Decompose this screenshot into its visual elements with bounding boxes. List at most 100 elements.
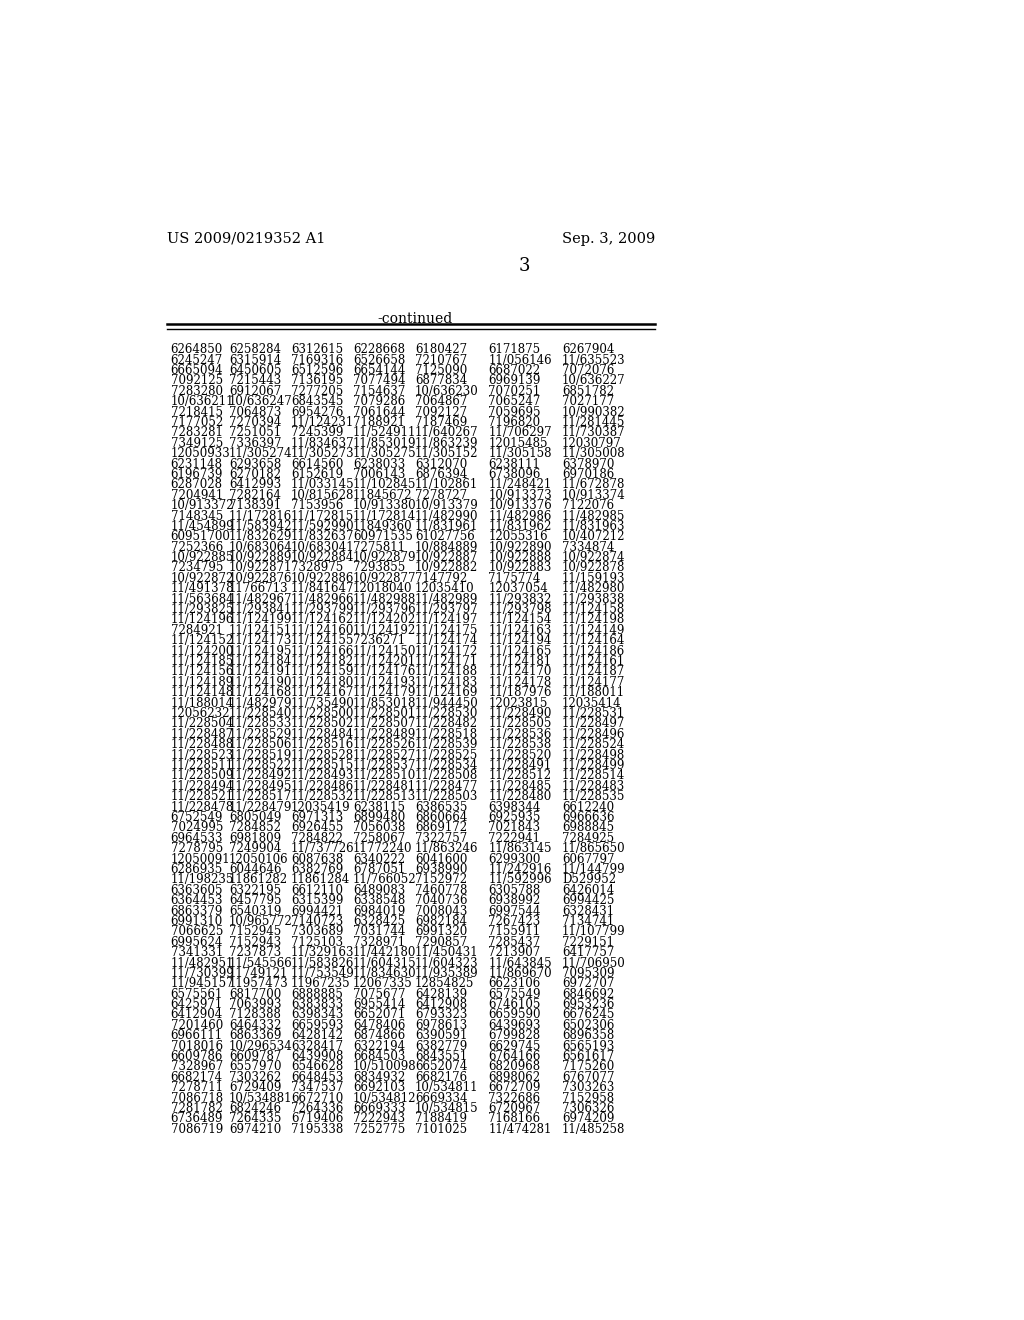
Text: 6652074: 6652074 [415, 1060, 467, 1073]
Text: 7196820: 7196820 [488, 416, 541, 429]
Text: 11/124175: 11/124175 [415, 624, 478, 636]
Text: 11/242916: 11/242916 [488, 863, 552, 876]
Text: 11/228529: 11/228529 [228, 727, 292, 741]
Text: 6398344: 6398344 [488, 800, 541, 813]
Text: 6899480: 6899480 [352, 810, 406, 824]
Text: 11/124179: 11/124179 [352, 686, 416, 700]
Text: 6654144: 6654144 [352, 364, 406, 378]
Text: 6793323: 6793323 [415, 1008, 467, 1022]
Text: 12854825: 12854825 [415, 977, 474, 990]
Text: 11/228484: 11/228484 [291, 727, 354, 741]
Text: 7283280: 7283280 [171, 385, 222, 397]
Text: 11/124159: 11/124159 [291, 665, 354, 678]
Text: 11/293825: 11/293825 [171, 603, 234, 616]
Text: 7322686: 7322686 [488, 1092, 541, 1105]
Text: 11/832629: 11/832629 [228, 531, 292, 544]
Text: 11/228519: 11/228519 [228, 748, 292, 762]
Text: 6988845: 6988845 [562, 821, 614, 834]
Text: 6614560: 6614560 [291, 458, 343, 470]
Text: 7153956: 7153956 [291, 499, 343, 512]
Text: 6171875: 6171875 [488, 343, 541, 356]
Text: 7187469: 7187469 [415, 416, 467, 429]
Text: 6270182: 6270182 [228, 469, 281, 480]
Text: 11/124164: 11/124164 [562, 635, 626, 647]
Text: 11/293832: 11/293832 [488, 593, 552, 606]
Text: 6971313: 6971313 [291, 810, 343, 824]
Text: 11/124193: 11/124193 [352, 676, 416, 689]
Text: 7328975: 7328975 [291, 561, 343, 574]
Text: 6863369: 6863369 [228, 1030, 282, 1043]
Text: Sep. 3, 2009: Sep. 3, 2009 [562, 231, 655, 246]
Text: 6398343: 6398343 [291, 1008, 343, 1022]
Text: 10/922871: 10/922871 [228, 561, 292, 574]
Text: 6817700: 6817700 [228, 987, 281, 1001]
Text: 11/228506: 11/228506 [228, 738, 292, 751]
Text: 11/604323: 11/604323 [415, 957, 478, 969]
Text: 11/124149: 11/124149 [562, 624, 626, 636]
Text: 7154637: 7154637 [352, 385, 406, 397]
Text: 10/913372: 10/913372 [171, 499, 234, 512]
Text: 6238111: 6238111 [488, 458, 541, 470]
Text: 12023815: 12023815 [488, 697, 548, 710]
Text: 10/922879: 10/922879 [352, 552, 416, 564]
Text: 6994425: 6994425 [562, 894, 614, 907]
Text: 11/124180: 11/124180 [291, 676, 354, 689]
Text: 11/329163: 11/329163 [291, 946, 354, 960]
Text: 7251051: 7251051 [228, 426, 281, 440]
Text: 7349125: 7349125 [171, 437, 223, 450]
Text: 11/228516: 11/228516 [291, 738, 354, 751]
Text: 7281782: 7281782 [171, 1102, 222, 1115]
Text: 6719406: 6719406 [291, 1113, 343, 1126]
Text: 7188921: 7188921 [352, 416, 404, 429]
Text: 11/228523: 11/228523 [171, 748, 233, 762]
Text: 7222941: 7222941 [488, 832, 541, 845]
Text: 11/124182: 11/124182 [291, 655, 354, 668]
Text: 11861282: 11861282 [228, 874, 288, 886]
Text: 7201460: 7201460 [171, 1019, 223, 1032]
Text: 6970186: 6970186 [562, 469, 614, 480]
Text: 11/188011: 11/188011 [562, 686, 625, 700]
Text: 7236271: 7236271 [352, 635, 404, 647]
Text: 11/172814: 11/172814 [352, 510, 416, 523]
Text: 11/124162: 11/124162 [291, 614, 354, 627]
Text: 6805049: 6805049 [228, 810, 282, 824]
Text: 7341331: 7341331 [171, 946, 223, 960]
Text: 11/124169: 11/124169 [415, 686, 478, 700]
Text: 11/124186: 11/124186 [562, 644, 626, 657]
Text: 11/124171: 11/124171 [415, 655, 478, 668]
Text: 6752549: 6752549 [171, 810, 223, 824]
Text: 6412993: 6412993 [228, 478, 281, 491]
Text: 11/228487: 11/228487 [171, 727, 233, 741]
Text: 11/730399: 11/730399 [171, 966, 234, 979]
Text: 11/056146: 11/056146 [488, 354, 552, 367]
Text: 7270394: 7270394 [228, 416, 282, 429]
Text: 7234795: 7234795 [171, 561, 223, 574]
Text: 7267423: 7267423 [488, 915, 541, 928]
Text: 6736489: 6736489 [171, 1113, 223, 1126]
Text: 6876394: 6876394 [415, 469, 467, 480]
Text: 11/766052: 11/766052 [352, 874, 417, 886]
Text: 11/863239: 11/863239 [415, 437, 478, 450]
Text: 11/228511: 11/228511 [171, 759, 233, 772]
Text: 6328431: 6328431 [562, 904, 614, 917]
Text: 6363605: 6363605 [171, 884, 223, 896]
Text: 7077494: 7077494 [352, 375, 406, 387]
Text: 6609786: 6609786 [171, 1051, 223, 1063]
Text: 11/228500: 11/228500 [291, 708, 354, 719]
Text: 6665094: 6665094 [171, 364, 223, 378]
Text: 6682176: 6682176 [415, 1071, 467, 1084]
Text: 6426014: 6426014 [562, 884, 614, 896]
Text: 7347537: 7347537 [291, 1081, 343, 1094]
Text: 11/293841: 11/293841 [228, 603, 292, 616]
Text: 11/228512: 11/228512 [488, 770, 552, 783]
Text: 11/643845: 11/643845 [488, 957, 552, 969]
Text: 11/124174: 11/124174 [415, 635, 478, 647]
Text: 7290857: 7290857 [415, 936, 467, 949]
Text: 6669334: 6669334 [415, 1092, 467, 1105]
Text: 11/737726: 11/737726 [291, 842, 354, 855]
Text: 6672710: 6672710 [291, 1092, 343, 1105]
Text: 7148345: 7148345 [171, 510, 223, 523]
Text: 6245247: 6245247 [171, 354, 223, 367]
Text: 10/636230: 10/636230 [415, 385, 478, 397]
Text: 11/033145: 11/033145 [291, 478, 354, 491]
